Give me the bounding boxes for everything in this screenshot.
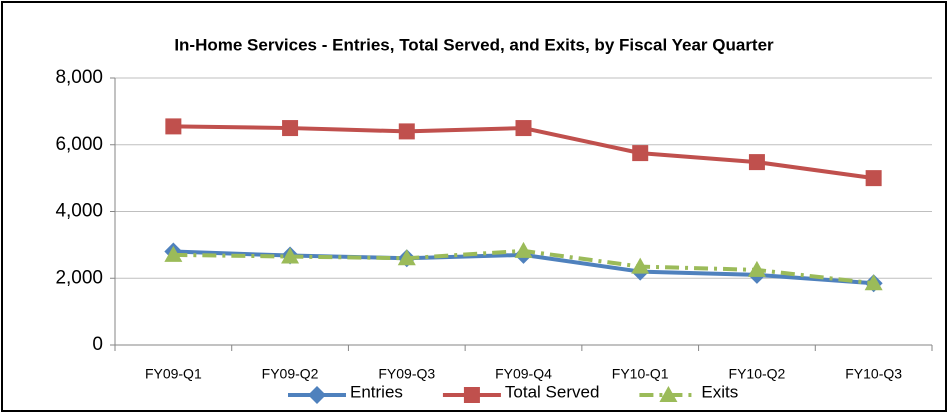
legend-marker (659, 386, 678, 402)
marker (398, 123, 415, 140)
marker (282, 120, 299, 137)
x-tick-label: FY09-Q3 (378, 366, 435, 382)
legend-marker (308, 386, 326, 404)
x-tick-label: FY09-Q4 (495, 366, 552, 382)
marker (397, 249, 416, 266)
marker (631, 257, 650, 274)
x-tick-label: FY09-Q1 (145, 366, 202, 382)
marker (165, 118, 182, 135)
marker (632, 145, 649, 162)
legend-label: Entries (350, 382, 403, 401)
chart-title: In-Home Services - Entries, Total Served… (174, 35, 774, 54)
marker (748, 154, 765, 171)
marker (514, 241, 533, 258)
y-tick-label: 6,000 (55, 134, 103, 155)
marker (865, 170, 882, 187)
marker (515, 120, 532, 137)
x-tick-label: FY10-Q2 (729, 366, 786, 382)
legend-label: Exits (701, 382, 738, 401)
x-tick-label: FY10-Q3 (845, 366, 902, 382)
x-tick-label: FY10-Q1 (612, 366, 669, 382)
y-tick-label: 4,000 (55, 201, 103, 222)
y-tick-label: 2,000 (55, 267, 103, 288)
legend-label: Total Served (505, 382, 600, 401)
marker (747, 260, 766, 277)
marker (864, 274, 883, 291)
marker (164, 245, 183, 262)
y-tick-label: 0 (92, 334, 103, 355)
legend-marker (463, 387, 480, 403)
x-tick-label: FY09-Q2 (262, 366, 319, 382)
y-tick-label: 8,000 (55, 67, 103, 88)
marker (281, 247, 300, 264)
